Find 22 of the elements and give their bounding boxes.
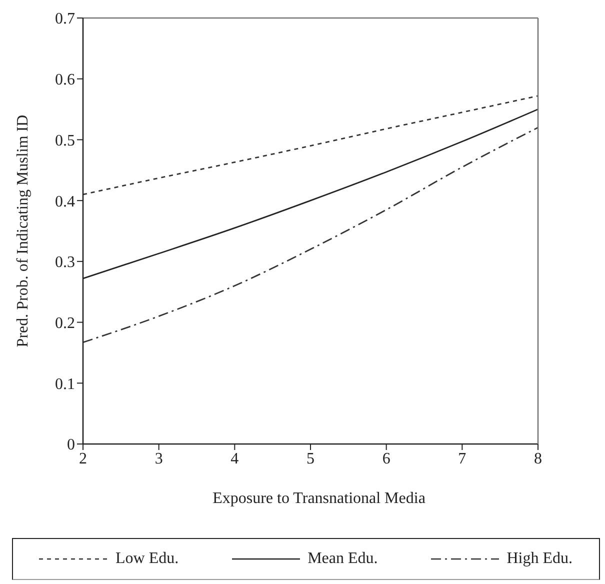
- y-tick-label: 0.5: [55, 132, 75, 150]
- x-tick-label: 5: [306, 450, 314, 468]
- line-series: [83, 95, 538, 196]
- y-tick-label: 0.1: [55, 376, 75, 393]
- legend-label: Mean Edu.: [308, 550, 378, 568]
- y-tick-label: 0.7: [55, 10, 75, 28]
- x-tick-label: 6: [382, 450, 390, 468]
- y-axis-title: Pred. Prob. of Indicating Muslim ID: [14, 114, 32, 348]
- x-tick-label: 4: [230, 450, 239, 468]
- y-tick-label: 0.6: [55, 72, 75, 89]
- x-tick-label: 2: [79, 450, 87, 468]
- y-tick-label: 0.4: [55, 193, 75, 210]
- legend-label: High Edu.: [506, 550, 573, 568]
- y-tick-label: 0.2: [55, 314, 75, 332]
- legend-label: Low Edu.: [115, 550, 179, 568]
- x-tick-label: 3: [154, 450, 163, 468]
- x-axis-title: Exposure to Transnational Media: [212, 490, 426, 508]
- line-series: [83, 126, 538, 344]
- y-tick-label: 0.3: [55, 254, 75, 272]
- x-tick-label: 8: [534, 450, 542, 468]
- y-tick-label: 0: [67, 436, 75, 454]
- x-tick-label: 7: [458, 450, 466, 468]
